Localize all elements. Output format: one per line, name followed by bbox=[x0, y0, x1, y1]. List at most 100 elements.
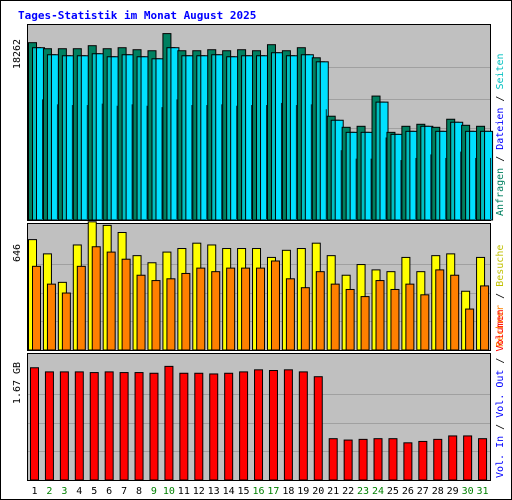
legend-bottom-panel-part: / bbox=[495, 424, 506, 436]
bar-volumen-day-19 bbox=[298, 371, 308, 481]
bar-rechner-day-25 bbox=[390, 288, 400, 351]
bar-volumen-day-5 bbox=[89, 372, 99, 481]
x-tick-label-29: 29 bbox=[447, 486, 459, 497]
bar-volumen-day-28 bbox=[433, 438, 443, 481]
bar-rechner-day-13 bbox=[211, 271, 221, 351]
x-tick-label-16: 16 bbox=[252, 486, 264, 497]
bar-volumen-day-31 bbox=[478, 438, 488, 481]
x-tick-label-27: 27 bbox=[417, 486, 429, 497]
bar-volumen-day-26 bbox=[403, 442, 413, 481]
bar-rechner-day-16 bbox=[256, 267, 266, 351]
panel-top-ytick-label: 18262 bbox=[12, 39, 23, 69]
bar-volumen-day-24 bbox=[373, 438, 383, 481]
x-tick-label-13: 13 bbox=[208, 486, 220, 497]
x-tick-label-18: 18 bbox=[282, 486, 294, 497]
bar-volumen-day-3 bbox=[59, 371, 69, 481]
x-tick-label-19: 19 bbox=[297, 486, 309, 497]
bar-volumen-day-2 bbox=[44, 371, 54, 481]
x-tick-label-5: 5 bbox=[91, 486, 97, 497]
x-tick-label-30: 30 bbox=[462, 486, 474, 497]
bar-rechner-day-8 bbox=[136, 274, 146, 351]
bar-volumen-day-15 bbox=[239, 371, 249, 481]
x-tick-label-7: 7 bbox=[121, 486, 127, 497]
bar-volumen-day-29 bbox=[448, 435, 458, 481]
bar-volumen-day-7 bbox=[119, 372, 129, 481]
bar-rechner-day-9 bbox=[151, 280, 161, 351]
chart-title: Tages-Statistik im Monat August 2025 bbox=[18, 9, 256, 22]
bar-volumen-day-14 bbox=[224, 372, 234, 481]
x-tick-label-8: 8 bbox=[136, 486, 142, 497]
legend-middle-panel-part: / bbox=[495, 293, 506, 305]
legend-bottom-panel-part: Volumen bbox=[495, 309, 506, 357]
legend-top-panel-part: Anfragen bbox=[495, 168, 506, 216]
x-tick-label-21: 21 bbox=[327, 486, 339, 497]
bar-dateien-day-31 bbox=[484, 130, 494, 221]
bar-rechner-day-29 bbox=[450, 274, 460, 351]
legend-top-panel-part: Dateien bbox=[495, 108, 506, 156]
x-tick-label-15: 15 bbox=[238, 486, 250, 497]
bar-rechner-day-27 bbox=[420, 294, 430, 351]
panel-middle-ytick-label: 646 bbox=[12, 244, 23, 262]
legend-bottom-panel: Vol. In / Vol. Out / Volumen bbox=[495, 309, 506, 478]
x-tick-label-12: 12 bbox=[193, 486, 205, 497]
x-tick-label-6: 6 bbox=[106, 486, 112, 497]
legend-middle-panel-part: Rechner bbox=[495, 305, 506, 347]
bar-volumen-day-18 bbox=[283, 369, 293, 481]
bar-volumen-day-22 bbox=[343, 439, 353, 481]
bar-rechner-day-20 bbox=[315, 271, 325, 351]
x-tick-label-14: 14 bbox=[223, 486, 235, 497]
bar-rechner-day-17 bbox=[270, 260, 280, 351]
x-tick-label-23: 23 bbox=[357, 486, 369, 497]
bar-rechner-day-19 bbox=[300, 287, 310, 351]
x-tick-label-22: 22 bbox=[342, 486, 354, 497]
panel-bottom-ytick-label: 1.67 GB bbox=[12, 362, 23, 404]
x-tick-label-25: 25 bbox=[387, 486, 399, 497]
bar-rechner-day-6 bbox=[106, 251, 116, 351]
bar-rechner-day-22 bbox=[345, 288, 355, 351]
x-tick-label-26: 26 bbox=[402, 486, 414, 497]
legend-middle-panel-part: Besuche bbox=[495, 245, 506, 293]
x-tick-label-11: 11 bbox=[178, 486, 190, 497]
bar-volumen-day-1 bbox=[30, 367, 39, 481]
bar-rechner-day-2 bbox=[46, 283, 56, 351]
x-tick-label-17: 17 bbox=[267, 486, 279, 497]
x-tick-label-2: 2 bbox=[46, 486, 52, 497]
bar-rechner-day-1 bbox=[32, 265, 41, 351]
legend-middle-panel: Rechner / Besuche bbox=[495, 245, 506, 347]
bar-rechner-day-28 bbox=[435, 269, 445, 351]
bar-volumen-day-21 bbox=[328, 438, 338, 481]
bar-volumen-day-16 bbox=[254, 369, 264, 481]
x-tick-label-10: 10 bbox=[163, 486, 175, 497]
bar-rechner-day-18 bbox=[285, 278, 295, 351]
bar-rechner-day-21 bbox=[330, 283, 340, 351]
bar-rechner-day-11 bbox=[181, 272, 191, 351]
bar-rechner-day-30 bbox=[465, 308, 475, 351]
legend-top-panel-part: Seiten bbox=[495, 53, 506, 95]
legend-top-panel: Anfragen / Dateien / Seiten bbox=[495, 53, 506, 216]
bar-rechner-day-10 bbox=[166, 278, 176, 351]
bar-volumen-day-25 bbox=[388, 438, 398, 481]
bar-volumen-day-30 bbox=[463, 435, 473, 481]
x-tick-label-9: 9 bbox=[151, 486, 157, 497]
bar-rechner-day-7 bbox=[121, 258, 131, 351]
bar-rechner-day-15 bbox=[241, 267, 251, 351]
bar-rechner-day-23 bbox=[360, 296, 370, 351]
bar-volumen-day-6 bbox=[104, 371, 114, 481]
bar-rechner-day-24 bbox=[375, 280, 385, 351]
bar-volumen-day-13 bbox=[209, 373, 219, 481]
legend-bottom-panel-part: Vol. Out bbox=[495, 370, 506, 424]
bar-volumen-day-8 bbox=[134, 372, 144, 481]
bar-rechner-day-4 bbox=[76, 265, 86, 351]
bar-volumen-day-12 bbox=[194, 372, 204, 481]
x-tick-label-24: 24 bbox=[372, 486, 384, 497]
bar-volumen-day-9 bbox=[149, 372, 159, 481]
x-tick-label-3: 3 bbox=[61, 486, 67, 497]
bar-volumen-day-20 bbox=[313, 376, 323, 481]
bar-volumen-day-23 bbox=[358, 438, 368, 481]
bar-volumen-day-10 bbox=[164, 365, 174, 481]
bar-volumen-day-27 bbox=[418, 440, 428, 481]
bar-rechner-day-12 bbox=[196, 267, 206, 351]
legend-top-panel-part: / bbox=[495, 156, 506, 168]
